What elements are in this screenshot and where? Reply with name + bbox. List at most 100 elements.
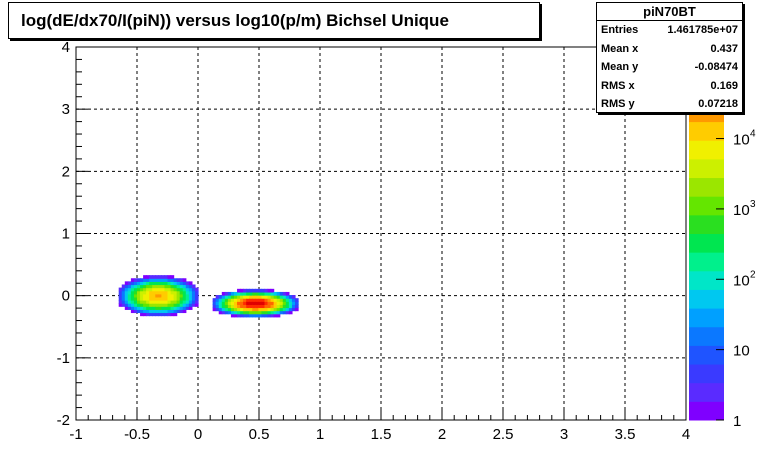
stats-value: 0.169 bbox=[710, 79, 738, 92]
heatmap-cell bbox=[185, 281, 190, 286]
heatmap-cell bbox=[221, 304, 226, 309]
heatmap-cell bbox=[264, 298, 269, 302]
heatmap-cell bbox=[188, 306, 193, 310]
heatmap-cell bbox=[161, 300, 166, 304]
heatmap-cell bbox=[227, 295, 232, 299]
x-tick-label: -0.5 bbox=[124, 426, 150, 443]
heatmap-cell bbox=[224, 291, 229, 296]
heatmap-cell bbox=[176, 278, 181, 282]
heatmap-cell bbox=[249, 313, 253, 318]
heatmap-cell bbox=[215, 307, 220, 312]
heatmap-cell bbox=[249, 288, 253, 293]
stats-row: Mean x 0.437 bbox=[597, 40, 742, 59]
heatmap-cell bbox=[273, 310, 278, 315]
heatmap-cell bbox=[124, 306, 129, 310]
heatmap-cell bbox=[161, 303, 166, 307]
heatmap-cell bbox=[221, 298, 226, 302]
heatmap-cell bbox=[130, 287, 135, 292]
heatmap-cell bbox=[176, 306, 181, 310]
color-bar-label-exponent: 3 bbox=[750, 199, 756, 210]
heatmap-cell bbox=[185, 287, 190, 292]
heatmap-cell bbox=[282, 291, 287, 296]
heatmap-cell bbox=[149, 306, 153, 310]
heatmap-cell bbox=[121, 290, 126, 295]
heatmap-cell bbox=[243, 307, 247, 312]
heatmap-cell bbox=[164, 296, 169, 301]
heatmap-cell bbox=[188, 281, 193, 286]
heatmap-cell bbox=[237, 301, 241, 305]
heatmap-cell bbox=[124, 300, 129, 304]
heatmap-cell bbox=[218, 310, 223, 315]
heatmap-cell bbox=[288, 304, 293, 309]
heatmap-cell bbox=[176, 281, 181, 286]
heatmap-cell bbox=[143, 287, 147, 292]
heatmap-cell bbox=[146, 303, 150, 307]
heatmap-cell bbox=[133, 287, 138, 292]
heatmap-cell bbox=[273, 291, 278, 296]
heatmap-cell bbox=[137, 293, 141, 298]
color-bar-segment bbox=[689, 345, 724, 365]
heatmap-cell bbox=[164, 309, 169, 314]
heatmap-cell bbox=[170, 306, 175, 310]
heatmap-cell bbox=[255, 298, 259, 302]
heatmap-cell bbox=[149, 312, 153, 317]
heatmap-cell bbox=[185, 296, 190, 301]
heatmap-cell bbox=[127, 287, 132, 292]
heatmap-cell bbox=[267, 298, 272, 302]
heatmap-cell bbox=[264, 313, 269, 318]
heatmap-cell bbox=[167, 303, 172, 307]
heatmap-cell bbox=[170, 290, 175, 295]
x-tick-label: 2.5 bbox=[493, 426, 514, 443]
heatmap-cell bbox=[218, 295, 223, 299]
heatmap-cell bbox=[133, 278, 138, 282]
heatmap-cell bbox=[121, 293, 126, 298]
heatmap-cell bbox=[224, 304, 229, 309]
heatmap-cell bbox=[261, 298, 266, 302]
heatmap-cell bbox=[282, 301, 287, 305]
heatmap-cell bbox=[258, 301, 263, 305]
heatmap-cell bbox=[143, 306, 147, 310]
heatmap-cell bbox=[152, 309, 156, 314]
heatmap-cell bbox=[273, 313, 278, 318]
heatmap-cell bbox=[146, 293, 150, 298]
heatmap-cell bbox=[215, 301, 220, 305]
heatmap-cell bbox=[161, 287, 166, 292]
heatmap-cell bbox=[161, 284, 166, 289]
stats-label: Mean y bbox=[601, 61, 639, 73]
heatmap-cell bbox=[149, 275, 153, 279]
heatmap-cell bbox=[143, 296, 147, 301]
heatmap-cell bbox=[218, 298, 223, 302]
stats-label: Entries bbox=[601, 24, 639, 36]
heatmap-cell bbox=[240, 304, 244, 309]
heatmap-cell bbox=[161, 306, 166, 310]
heatmap-cell bbox=[130, 306, 135, 310]
x-tick-label: 0 bbox=[194, 426, 202, 443]
heatmap-cell bbox=[167, 290, 172, 295]
heatmap-cell bbox=[252, 307, 256, 312]
heatmap-cell bbox=[127, 296, 132, 301]
heatmap-cell bbox=[243, 304, 247, 309]
heatmap-cell bbox=[179, 296, 184, 301]
color-bar-segment bbox=[689, 121, 724, 141]
heatmap-cell bbox=[179, 278, 184, 282]
heatmap-cell bbox=[249, 307, 253, 312]
stats-value: 0.437 bbox=[710, 42, 738, 55]
heatmap-cell bbox=[230, 310, 235, 315]
heatmap-cell bbox=[230, 307, 235, 312]
heatmap-cell bbox=[285, 301, 290, 305]
heatmap-cell bbox=[118, 303, 123, 307]
color-bar-label: 10 bbox=[733, 132, 750, 149]
heatmap-cell bbox=[158, 293, 162, 298]
heatmap-cell bbox=[276, 307, 281, 312]
heatmap-cell bbox=[167, 300, 172, 304]
heatmap-cell bbox=[191, 290, 196, 295]
heatmap-cell bbox=[218, 304, 223, 309]
heatmap-cell bbox=[179, 293, 184, 298]
heatmap-cell bbox=[146, 309, 150, 314]
heatmap-cell bbox=[270, 288, 275, 293]
stats-value: 0.07218 bbox=[698, 98, 738, 110]
heatmap-cell bbox=[140, 309, 144, 314]
heatmap-cell bbox=[288, 295, 293, 299]
heatmap-cell bbox=[167, 309, 172, 314]
